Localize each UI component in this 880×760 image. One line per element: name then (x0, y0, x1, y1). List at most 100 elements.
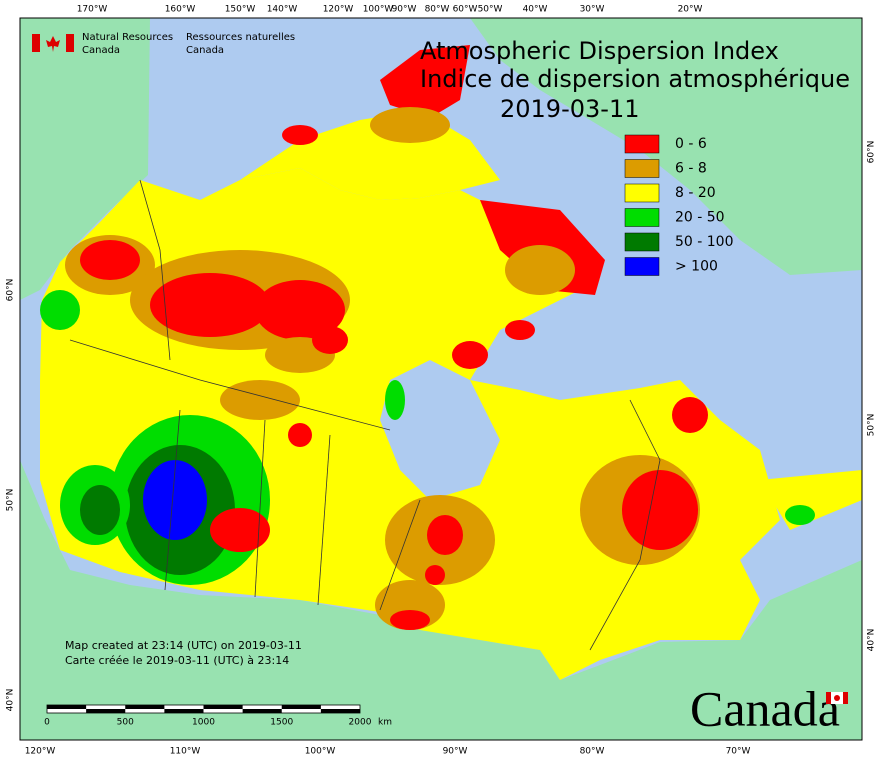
scale-segment (125, 705, 165, 709)
org-fr: Ressources naturelles (186, 32, 295, 43)
ellesmere (380, 45, 470, 118)
top-label: 60°W (453, 5, 478, 15)
index-area (220, 380, 300, 420)
border (139, 179, 171, 361)
scale-label: 1500 (270, 718, 293, 728)
border (589, 399, 661, 651)
bottom-label: 70°W (726, 747, 751, 757)
frame (19, 17, 863, 741)
legend-swatch (624, 208, 660, 227)
left-label: 50°N (6, 489, 16, 512)
index-area (80, 485, 120, 535)
index-area (427, 515, 463, 555)
bottom-label: 80°W (580, 747, 605, 757)
scale-label: 0 (44, 718, 50, 728)
index-area (425, 565, 445, 585)
border (379, 499, 421, 611)
top-label: 30°W (580, 5, 605, 15)
scale-segment (164, 709, 204, 713)
legend-swatch (624, 183, 660, 203)
maple-leaf (46, 36, 60, 52)
top-label: 90°W (392, 5, 417, 15)
index-area (370, 107, 450, 143)
title: Atmospheric Dispersion Index (420, 37, 779, 65)
hudson-bay (380, 360, 500, 500)
scale-unit: km (378, 718, 392, 728)
wordmark-leaf (834, 695, 840, 701)
index-area (255, 280, 345, 340)
borders (69, 179, 661, 651)
index-area (505, 245, 575, 295)
index-area (80, 240, 140, 280)
legend-swatch (624, 232, 660, 252)
top-label: 170°W (77, 5, 108, 15)
org-fr: Canada (186, 45, 224, 56)
scale-label: 2000 (349, 718, 372, 728)
scale-segment (203, 705, 243, 709)
right-label: 50°N (867, 414, 877, 437)
index-area (210, 508, 270, 552)
credit: Map created at 23:14 (UTC) on 2019-03-11 (65, 639, 302, 652)
index-area (282, 125, 318, 145)
alaska (20, 18, 150, 300)
top-label: 20°W (678, 5, 703, 15)
index-area (452, 341, 488, 369)
scale-segment (86, 709, 126, 713)
flag-bar (66, 34, 74, 52)
bottom-label: 120°W (25, 747, 56, 757)
legend-label: 8 - 20 (675, 185, 716, 201)
scale-label: 500 (117, 718, 134, 728)
top-label: 100°W (363, 5, 394, 15)
index-area (40, 290, 80, 330)
right-label: 60°N (867, 141, 877, 164)
bottom-label: 100°W (305, 747, 336, 757)
bottom-label: 90°W (443, 747, 468, 757)
scale-segment (242, 709, 282, 713)
date: 2019-03-11 (500, 95, 639, 123)
wordmark: Canada (690, 680, 840, 736)
legend-swatch (624, 159, 660, 178)
border (317, 434, 331, 606)
index-area (143, 460, 207, 540)
greenland (470, 18, 862, 275)
scale-segment (320, 709, 360, 713)
united-states (20, 460, 862, 740)
scale-label: 1000 (192, 718, 215, 728)
index-area (390, 610, 430, 630)
legend-label: 0 - 6 (675, 136, 707, 152)
legend-swatch (624, 257, 660, 276)
index-area (150, 273, 270, 337)
left-label: 60°N (6, 279, 16, 302)
scale-segment (47, 705, 87, 709)
scale-bar: 0 500 1000 1500 2000 km (44, 704, 392, 728)
title: Indice de dispersion atmosphérique (420, 65, 850, 93)
flag-bar (32, 34, 40, 52)
top-label: 160°W (165, 5, 196, 15)
index-areas (40, 107, 815, 630)
top-label: 120°W (323, 5, 354, 15)
left-label: 40°N (6, 689, 16, 712)
legend-swatch (624, 134, 660, 154)
index-area (312, 326, 348, 354)
index-area (505, 320, 535, 340)
right-label: 40°N (867, 629, 877, 652)
border (164, 409, 181, 591)
legend-label: > 100 (675, 259, 718, 275)
bottom-label: 110°W (170, 747, 201, 757)
top-label: 80°W (425, 5, 450, 15)
top-label: 50°W (478, 5, 503, 15)
index-area (288, 423, 312, 447)
legend-label: 20 - 50 (675, 210, 725, 226)
index-area (785, 505, 815, 525)
scale-segment (281, 705, 321, 709)
top-label: 150°W (225, 5, 256, 15)
index-area (385, 380, 405, 420)
credit: Carte créée le 2019-03-11 (UTC) à 23:14 (65, 654, 289, 667)
top-label: 140°W (267, 5, 298, 15)
border (254, 419, 266, 598)
org-en: Canada (82, 45, 120, 56)
top-label: 40°W (523, 5, 548, 15)
border (69, 339, 391, 431)
